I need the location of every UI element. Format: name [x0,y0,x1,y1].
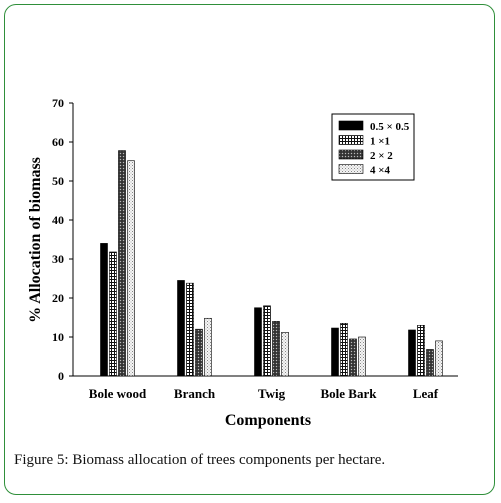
bar [426,349,434,377]
bar [435,340,443,377]
legend-label: 2 × 2 [370,150,393,162]
bar [358,336,366,377]
bar [263,305,271,377]
bar [417,324,425,377]
bar [177,280,185,377]
bar [118,150,126,377]
x-category-label: Twig [258,386,286,401]
legend-label: 1 ×1 [370,136,390,148]
x-category-label: Leaf [413,386,439,401]
y-tick-label: 20 [52,291,64,305]
bar [100,243,108,377]
bar [349,338,357,377]
bar [272,321,280,377]
x-category-label: Bole wood [89,386,147,401]
legend-label: 4 ×4 [370,165,391,177]
bar [127,160,135,377]
bar [281,332,289,377]
legend-swatch [338,149,364,160]
y-tick-label: 30 [52,252,64,266]
legend: 0.5 × 0.5 1 ×1 2 × 2 4 ×4 [331,113,415,181]
y-tick-label: 50 [52,174,64,188]
y-tick-label: 0 [58,369,64,383]
figure-frame [4,4,495,495]
bar [109,251,117,377]
bar [340,323,348,377]
y-tick-label: 10 [52,330,64,344]
legend-swatch [338,164,364,174]
x-axis-title: Components [225,412,311,429]
y-tick-label: 70 [52,96,64,110]
legend-label: 0.5 × 0.5 [370,121,410,133]
bar [331,327,339,377]
bar [408,329,416,377]
x-category-label: Bole Bark [321,386,378,401]
figure-caption: Figure 5: Biomass allocation of trees co… [14,452,386,468]
bar [186,282,194,377]
y-tick-label: 60 [52,135,64,149]
bar [204,317,212,377]
legend-swatch [338,120,364,131]
bar [254,307,262,377]
y-tick-label: 40 [52,213,64,227]
legend-swatch [338,135,364,145]
bar [195,328,203,377]
y-axis-title: % Allocation of biomass [27,157,44,323]
x-category-label: Branch [174,386,216,401]
